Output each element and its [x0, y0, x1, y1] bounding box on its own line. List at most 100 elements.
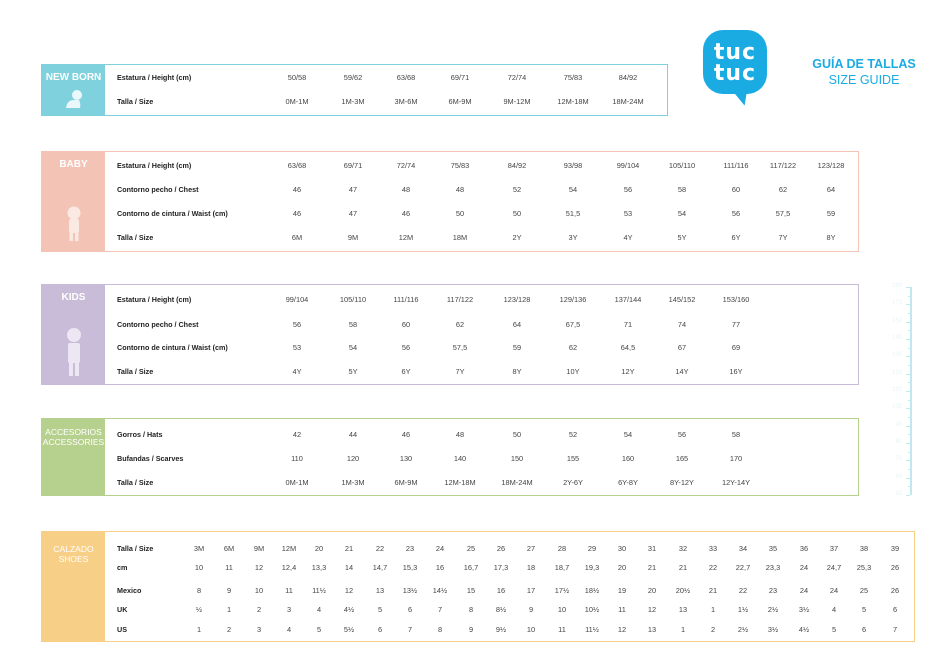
table-cell: 56	[292, 319, 302, 329]
table-cell: 15,3	[402, 562, 418, 572]
table-cell: 2Y	[512, 232, 522, 242]
baby-label: BABY	[59, 159, 88, 170]
table-cell: 1	[196, 624, 202, 634]
table-cell: 39	[890, 543, 900, 553]
table-cell: 62	[778, 184, 788, 194]
table-cell: 54	[677, 208, 687, 218]
ruler-tick	[906, 495, 910, 496]
row-label: Mexico	[117, 585, 142, 595]
ruler-tick	[906, 443, 910, 444]
table-cell: 24,7	[826, 562, 842, 572]
table-cell: 5	[861, 604, 867, 614]
table-cell: 3½	[767, 624, 779, 634]
table-cell: 6Y-8Y	[618, 477, 638, 487]
table-row: Talla / Size 0M-1M 1M-3M 6M-9M 12M-18M 18M-24…	[105, 475, 858, 489]
table-cell: 84/92	[618, 72, 638, 82]
table-cell: 12	[647, 604, 657, 614]
table-cell: 63/68	[396, 72, 416, 82]
ruler-label: 130	[891, 352, 902, 359]
baby-sidebar: BABY	[42, 152, 105, 251]
table-cell: 111/116	[723, 160, 749, 170]
table-cell: 21	[708, 585, 718, 595]
table-cell: 7Y	[455, 366, 465, 376]
table-cell: 6M	[291, 232, 303, 242]
row-label: Talla / Size	[117, 366, 154, 376]
table-cell: 16	[496, 585, 506, 595]
table-cell: 11	[285, 585, 293, 595]
table-cell: 25	[466, 543, 476, 553]
ruler-minor-tick	[908, 399, 910, 401]
table-cell: 99/104	[616, 160, 640, 170]
ruler-label: 70	[895, 456, 902, 463]
table-cell: 48	[455, 184, 465, 194]
table-cell: 13	[647, 624, 657, 634]
table-cell: 32	[678, 543, 688, 553]
ruler-tick	[906, 425, 910, 427]
table-cell: 14Y	[675, 366, 689, 376]
table-cell: 64	[826, 184, 836, 194]
table-cell: 11	[225, 562, 233, 572]
table-cell: 50	[455, 208, 465, 218]
table-cell: 23	[405, 543, 415, 553]
table-cell: 24	[435, 543, 445, 553]
row-label: Estatura / Height (cm)	[117, 160, 192, 170]
table-cell: 153/160	[722, 294, 750, 304]
row-label: Talla / Size	[117, 96, 154, 106]
table-cell: 0M-1M	[285, 477, 309, 487]
table-cell: 6	[892, 604, 898, 614]
table-cell: 18M	[452, 232, 468, 242]
table-cell: 59	[826, 208, 836, 218]
table-cell: 140	[453, 453, 467, 463]
kids-sidebar: KIDS	[42, 285, 105, 384]
table-cell: 75/83	[563, 72, 583, 82]
table-cell: 6Y	[401, 366, 411, 376]
table-cell: 20	[314, 543, 324, 553]
table-cell: 10	[194, 562, 204, 572]
table-cell: 117/122	[446, 294, 474, 304]
row-label: Contorno de cintura / Waist (cm)	[117, 342, 228, 352]
table-cell: 74	[677, 319, 687, 329]
table-cell: 12M-18M	[444, 477, 476, 487]
table-cell: 2	[226, 624, 232, 634]
table-row: Talla / Size 6M 9M 12M 18M 2Y 3Y 4Y 5Y 6Y 7Y 8Y	[105, 230, 858, 244]
table-cell: 6M-9M	[448, 96, 472, 106]
table-cell: 17,3	[493, 562, 509, 572]
table-cell: 44	[348, 429, 358, 439]
table-cell: 165	[675, 453, 689, 463]
table-cell: 7	[437, 604, 443, 614]
table-row: UK ½ 1 2 3 4 4½ 5 6 7 8 8½ 9 10 10½ 11 12 13 1 1½ 2½ 3½ 4 5 6	[105, 602, 914, 616]
row-label: Talla / Size	[117, 232, 154, 242]
table-cell: 20	[647, 585, 657, 595]
table-cell: 13½	[402, 585, 418, 595]
table-cell: 54	[623, 429, 633, 439]
table-cell: 14	[344, 562, 354, 572]
ruler-minor-tick	[908, 451, 910, 453]
table-cell: 8½	[495, 604, 507, 614]
ruler-label: 180	[891, 283, 902, 289]
table-cell: 67	[677, 342, 687, 352]
table-cell: 23	[768, 585, 778, 595]
table-cell: 34	[738, 543, 748, 553]
table-cell: 12Y-14Y	[721, 477, 751, 487]
table-cell: 33	[708, 543, 718, 553]
table-cell: 67,5	[565, 319, 581, 329]
table-cell: 5	[377, 604, 383, 614]
table-cell: 24	[799, 562, 809, 572]
table-row: Bufandas / Scarves 110 120 130 140 150 155 160 1…	[105, 451, 858, 465]
table-cell: 11½	[585, 624, 599, 634]
table-cell: 22	[708, 562, 718, 572]
table-cell: 12M-18M	[557, 96, 589, 106]
table-cell: 69/71	[450, 72, 470, 82]
ruler-minor-tick	[908, 469, 910, 470]
table-cell: 57,5	[775, 208, 791, 218]
table-cell: 52	[568, 429, 578, 439]
table-cell: 22,7	[735, 562, 751, 572]
table-cell: 2½	[737, 624, 749, 634]
table-cell: 36	[799, 543, 809, 553]
table-cell: 1	[710, 604, 716, 614]
table-cell: 31	[647, 543, 657, 553]
table-cell: 9½	[495, 624, 507, 634]
table-cell: 24	[799, 585, 809, 595]
table-row: US 1 2 3 4 5 5½ 6 7 8 9 9½ 10 11 11½ 12 13 1 2 2½ 3½ 4½ 5 6 7	[105, 622, 914, 636]
table-cell: 12	[344, 585, 354, 595]
